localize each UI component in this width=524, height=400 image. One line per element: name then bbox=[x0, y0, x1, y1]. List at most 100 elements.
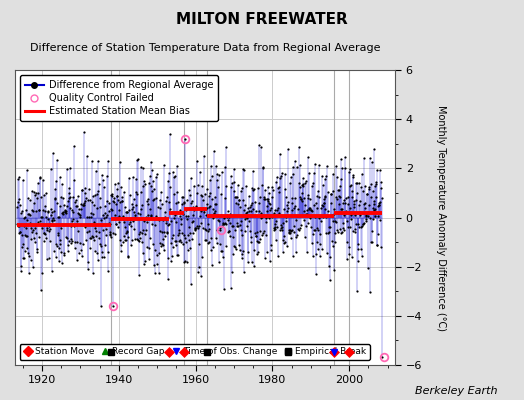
Point bbox=[222, 243, 231, 250]
Point bbox=[277, 222, 285, 228]
Point bbox=[132, 176, 140, 182]
Point bbox=[319, 214, 327, 220]
Point bbox=[47, 212, 56, 218]
Point bbox=[329, 218, 337, 224]
Point bbox=[335, 201, 343, 207]
Point bbox=[370, 212, 379, 219]
Point bbox=[60, 202, 69, 208]
Point bbox=[265, 214, 274, 221]
Point bbox=[30, 189, 38, 195]
Point bbox=[64, 242, 72, 248]
Point bbox=[274, 205, 282, 212]
Point bbox=[159, 217, 167, 224]
Point bbox=[378, 354, 386, 360]
Point bbox=[374, 231, 382, 238]
Point bbox=[58, 210, 66, 216]
Point bbox=[278, 220, 287, 226]
Point bbox=[134, 210, 142, 216]
Point bbox=[154, 204, 162, 210]
Point bbox=[376, 185, 385, 191]
Point bbox=[331, 230, 339, 236]
Point bbox=[200, 207, 209, 213]
Point bbox=[222, 220, 230, 227]
Point bbox=[119, 239, 127, 246]
Point bbox=[13, 220, 21, 227]
Point bbox=[274, 252, 282, 259]
Point bbox=[68, 218, 76, 224]
Point bbox=[115, 218, 123, 225]
Point bbox=[82, 222, 91, 228]
Point bbox=[182, 238, 191, 245]
Point bbox=[96, 303, 105, 309]
Point bbox=[95, 234, 103, 241]
Point bbox=[135, 231, 143, 237]
Point bbox=[244, 259, 252, 265]
Point bbox=[234, 201, 242, 208]
Point bbox=[172, 219, 180, 226]
Point bbox=[342, 208, 350, 214]
Point bbox=[14, 176, 22, 182]
Point bbox=[308, 183, 316, 189]
Point bbox=[377, 244, 386, 250]
Point bbox=[46, 220, 54, 227]
Point bbox=[70, 177, 78, 183]
Point bbox=[30, 191, 39, 198]
Point bbox=[76, 214, 84, 220]
Point bbox=[47, 165, 55, 172]
Point bbox=[162, 228, 171, 235]
Point bbox=[107, 234, 116, 240]
Point bbox=[19, 255, 27, 261]
Point bbox=[178, 230, 186, 236]
Point bbox=[261, 255, 269, 261]
Point bbox=[289, 253, 297, 260]
Point bbox=[317, 218, 325, 224]
Point bbox=[54, 214, 63, 221]
Point bbox=[251, 199, 259, 205]
Point bbox=[314, 188, 323, 194]
Point bbox=[309, 253, 318, 259]
Point bbox=[129, 226, 138, 232]
Point bbox=[335, 187, 343, 194]
Point bbox=[361, 183, 369, 190]
Point bbox=[122, 208, 130, 215]
Point bbox=[240, 207, 248, 214]
Point bbox=[113, 193, 122, 200]
Point bbox=[203, 227, 212, 234]
Point bbox=[77, 246, 85, 253]
Point bbox=[208, 173, 216, 180]
Point bbox=[288, 207, 297, 213]
Point bbox=[366, 181, 375, 187]
Point bbox=[348, 171, 357, 178]
Point bbox=[59, 195, 68, 201]
Point bbox=[118, 198, 126, 204]
Point bbox=[133, 236, 141, 242]
Point bbox=[95, 204, 104, 210]
Point bbox=[223, 214, 232, 220]
Point bbox=[67, 236, 75, 242]
Point bbox=[220, 215, 228, 221]
Point bbox=[289, 164, 298, 170]
Point bbox=[54, 230, 62, 236]
Point bbox=[139, 261, 148, 267]
Point bbox=[234, 223, 242, 229]
Point bbox=[67, 240, 75, 246]
Point bbox=[39, 207, 47, 213]
Point bbox=[238, 255, 247, 261]
Point bbox=[211, 235, 220, 241]
Point bbox=[102, 232, 110, 238]
Point bbox=[72, 196, 80, 203]
Point bbox=[351, 229, 359, 236]
Point bbox=[239, 166, 248, 172]
Point bbox=[232, 246, 241, 252]
Point bbox=[71, 245, 80, 251]
Point bbox=[195, 223, 203, 230]
Point bbox=[40, 238, 48, 244]
Point bbox=[354, 246, 363, 252]
Point bbox=[52, 200, 61, 207]
Point bbox=[222, 144, 231, 150]
Point bbox=[86, 197, 94, 204]
Point bbox=[356, 209, 365, 215]
Point bbox=[105, 232, 114, 238]
Point bbox=[57, 249, 66, 256]
Point bbox=[203, 204, 211, 211]
